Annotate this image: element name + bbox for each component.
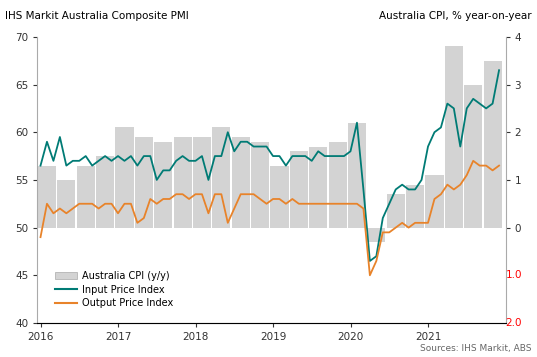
Bar: [77, 166, 95, 228]
Text: 2.0: 2.0: [505, 318, 522, 328]
Bar: [57, 180, 75, 228]
Bar: [445, 46, 463, 228]
Bar: [348, 123, 366, 228]
Bar: [135, 137, 153, 228]
Bar: [329, 142, 346, 228]
Bar: [387, 194, 405, 228]
Text: 1.0: 1.0: [505, 270, 522, 280]
Bar: [212, 127, 230, 228]
Bar: [290, 151, 308, 228]
Bar: [483, 61, 502, 228]
Legend: Australia CPI (y/y), Input Price Index, Output Price Index: Australia CPI (y/y), Input Price Index, …: [52, 267, 177, 312]
Bar: [173, 137, 192, 228]
Bar: [115, 127, 134, 228]
Bar: [96, 156, 114, 228]
Bar: [154, 142, 172, 228]
Bar: [406, 185, 424, 228]
Text: IHS Markit Australia Composite PMI: IHS Markit Australia Composite PMI: [5, 11, 189, 21]
Bar: [309, 146, 327, 228]
Bar: [38, 166, 56, 228]
Bar: [193, 137, 211, 228]
Text: Sources: IHS Markit, ABS: Sources: IHS Markit, ABS: [420, 345, 532, 353]
Bar: [271, 166, 288, 228]
Text: Australia CPI, % year-on-year: Australia CPI, % year-on-year: [379, 11, 532, 21]
Bar: [464, 85, 482, 228]
Bar: [251, 142, 269, 228]
Bar: [425, 175, 444, 228]
Bar: [231, 137, 250, 228]
Bar: [367, 228, 386, 242]
